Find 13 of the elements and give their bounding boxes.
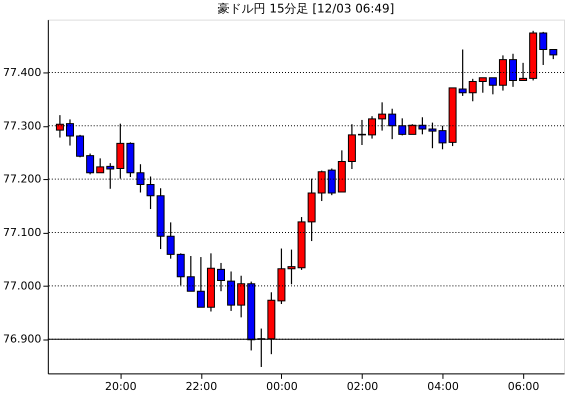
y-tick-label: 76.900 xyxy=(3,332,42,346)
x-tick-label: 20:00 xyxy=(105,380,137,393)
chart-title: 豪ドル円 15分足 [12/03 06:49] xyxy=(218,2,394,16)
x-tick-label: 06:00 xyxy=(508,380,540,393)
y-tick-label: 77.100 xyxy=(3,226,42,240)
x-tick-label: 00:00 xyxy=(266,380,298,393)
x-tick-label: 02:00 xyxy=(346,380,378,393)
y-tick-label: 77.300 xyxy=(3,119,42,132)
y-tick-label: 77.200 xyxy=(3,172,42,186)
y-tick-label: 77.000 xyxy=(3,279,42,292)
y-tick-label: 77.400 xyxy=(3,66,42,79)
x-tick-label: 22:00 xyxy=(186,380,218,393)
x-tick-label: 04:00 xyxy=(427,380,459,393)
